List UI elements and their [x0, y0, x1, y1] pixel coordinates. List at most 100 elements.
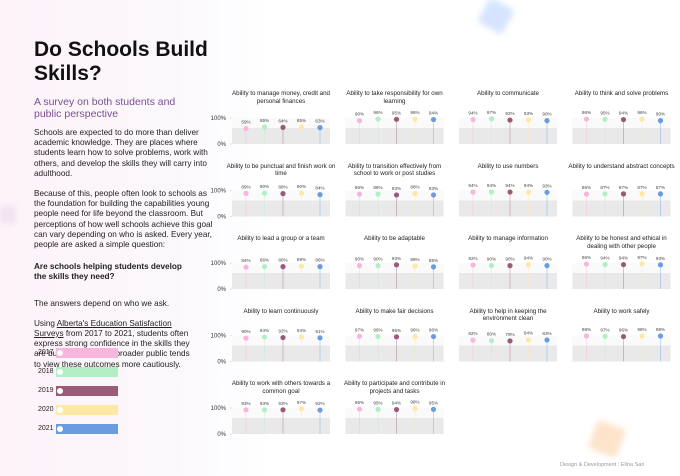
dot	[243, 190, 249, 196]
dot	[430, 116, 437, 123]
value-label: 90%	[260, 184, 269, 189]
dot	[356, 118, 363, 124]
dot	[620, 333, 627, 340]
dot	[470, 116, 476, 123]
dot	[430, 192, 437, 198]
value-label: 96%	[410, 110, 419, 115]
value-label: 96%	[619, 328, 628, 333]
dot	[280, 407, 286, 413]
panel-title: Ability to work safely	[593, 307, 650, 315]
dot	[544, 263, 550, 269]
dot	[412, 116, 418, 122]
dot	[261, 264, 268, 270]
y-tick-label: 0%	[217, 215, 226, 221]
dot	[470, 189, 476, 195]
dot	[261, 190, 268, 196]
dot	[298, 263, 305, 269]
dot	[298, 334, 305, 340]
value-label: 90%	[373, 257, 382, 262]
value-label: 84%	[241, 258, 250, 263]
dot	[639, 191, 645, 197]
value-label: 92%	[505, 111, 514, 116]
value-label: 86%	[373, 185, 382, 190]
value-label: 82%	[468, 331, 477, 336]
value-label: 65%	[260, 118, 269, 123]
value-label: 92%	[468, 256, 477, 261]
legend-label: 2021	[38, 425, 54, 432]
dot	[470, 337, 476, 343]
value-label: 97%	[297, 400, 306, 405]
dot	[375, 191, 381, 197]
panel-shade	[459, 128, 557, 144]
panel-shade	[459, 273, 557, 289]
panel-shade	[232, 273, 330, 289]
dot	[393, 116, 400, 122]
value-label: 87%	[637, 185, 646, 190]
dot	[430, 406, 437, 412]
panel-title: Ability to be punctual and finish work o…	[226, 162, 336, 178]
value-label: 94%	[260, 328, 269, 333]
value-label: 94%	[392, 401, 401, 406]
y-tick-label: 0%	[217, 432, 226, 438]
dot	[375, 406, 381, 412]
dot	[639, 261, 645, 267]
dot	[393, 262, 400, 268]
legend-knob	[57, 369, 63, 375]
value-label: 86%	[260, 258, 269, 263]
dot	[620, 261, 627, 268]
dot	[507, 117, 513, 123]
legend-swatch	[56, 348, 118, 358]
value-label: 64%	[278, 118, 287, 123]
value-label: 93%	[241, 401, 250, 406]
panel-title: Ability to communicate	[477, 90, 539, 97]
dot	[356, 406, 363, 412]
legend-knob	[57, 426, 63, 432]
dot	[620, 191, 627, 197]
y-tick-label: 100%	[211, 334, 227, 340]
dot	[356, 191, 363, 197]
dot	[430, 264, 437, 270]
legend-label: 2019	[38, 387, 54, 394]
text: Using	[34, 318, 57, 328]
value-label: 91%	[315, 329, 324, 334]
value-label: 80%	[487, 332, 496, 337]
value-label: 84%	[524, 331, 533, 336]
value-label: 86%	[355, 185, 364, 190]
value-label: 85%	[429, 258, 438, 263]
dot	[375, 263, 381, 269]
value-label: 94%	[505, 183, 514, 188]
link[interactable]: Alberta's Education Satisfaction Surveys	[34, 318, 172, 339]
panel-shade	[232, 200, 330, 217]
value-label: 94%	[600, 256, 609, 261]
footer: Design & Development : Elina Sari	[560, 462, 645, 468]
value-label: 98%	[582, 327, 591, 332]
dot	[507, 189, 513, 195]
dot	[356, 263, 363, 269]
y-tick-label: 0%	[217, 287, 226, 293]
legend-swatch	[56, 424, 118, 434]
question: Are schools helping students develop the…	[34, 262, 182, 282]
value-label: 93%	[656, 256, 665, 261]
legend-swatch	[56, 405, 118, 415]
value-label: 86%	[278, 258, 287, 263]
value-label: 90%	[505, 257, 514, 262]
value-label: 63%	[315, 119, 324, 124]
decoration	[0, 206, 16, 224]
dot	[525, 117, 532, 123]
answer: The answers depend on who we ask.	[34, 298, 170, 308]
dot	[393, 334, 400, 340]
dot	[412, 333, 418, 340]
dot	[298, 124, 305, 130]
dot	[317, 335, 323, 341]
value-label: 86%	[582, 185, 591, 190]
subtitle: A survey on both students and public per…	[34, 96, 176, 120]
panel-shade	[572, 200, 671, 217]
value-label: 96%	[582, 255, 591, 260]
value-label: 96%	[373, 110, 382, 115]
panel-title: Ability to help in keeping the environme…	[469, 307, 547, 323]
panel-shade	[345, 273, 444, 289]
dot	[261, 334, 268, 340]
dot	[412, 191, 418, 197]
